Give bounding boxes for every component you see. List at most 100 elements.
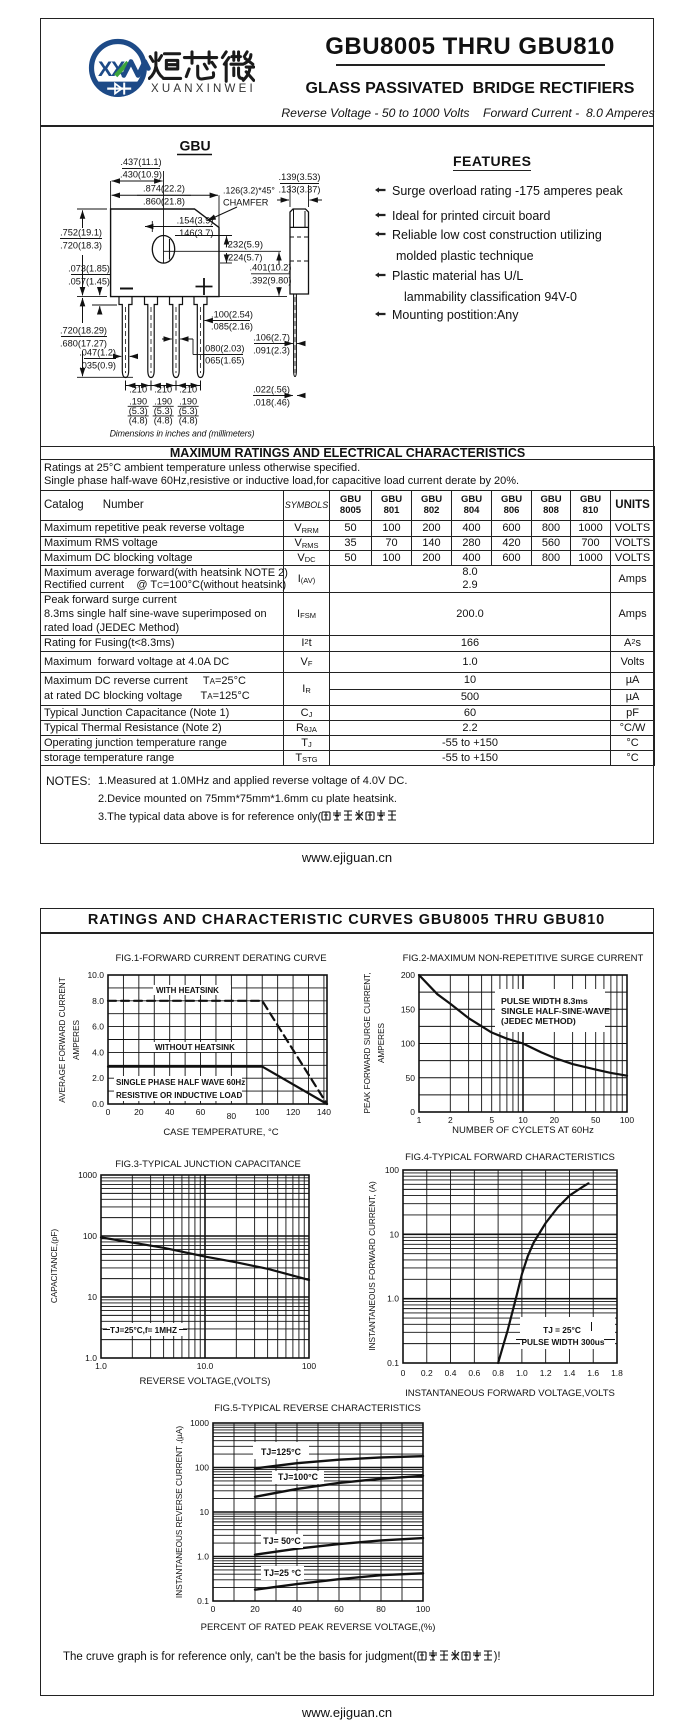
svg-text:10.0: 10.0 (197, 1361, 214, 1371)
svg-text:AMPERES: AMPERES (72, 1019, 81, 1060)
svg-text:Dimensions in inches and (mill: Dimensions in inches and (millimeters) (110, 429, 255, 439)
svg-text:(JEDEC METHOD): (JEDEC METHOD) (501, 1016, 576, 1026)
svg-text:100: 100 (255, 1107, 269, 1117)
svg-text:.680(17.27): .680(17.27) (60, 339, 107, 349)
svg-text:100: 100 (83, 1231, 97, 1241)
svg-text:100: 100 (416, 1604, 430, 1614)
svg-text:40: 40 (165, 1107, 175, 1117)
svg-text:80: 80 (376, 1604, 386, 1614)
svg-text:.091(2.3): .091(2.3) (253, 346, 290, 356)
svg-text:.190: .190 (179, 396, 197, 406)
svg-text:150: 150 (401, 1004, 415, 1014)
svg-text:0: 0 (401, 1368, 406, 1378)
svg-text:140: 140 (317, 1107, 331, 1117)
svg-text:5: 5 (489, 1115, 494, 1125)
svg-text:.437(11.1): .437(11.1) (120, 157, 161, 167)
svg-text:50: 50 (406, 1073, 416, 1083)
svg-text:1.8: 1.8 (611, 1368, 623, 1378)
svg-text:.430(10.9): .430(10.9) (120, 170, 162, 180)
svg-text:100: 100 (620, 1115, 634, 1125)
svg-text:6.0: 6.0 (92, 1022, 104, 1032)
svg-text:.720(18.3): .720(18.3) (60, 241, 102, 251)
svg-text:.022(.56): .022(.56) (253, 385, 290, 395)
svg-text:.100(2.54): .100(2.54) (211, 310, 253, 320)
svg-text:FIG.2-MAXIMUM NON-REPETITIVE: FIG.2-MAXIMUM NON-REPETITIVE SURGE CURRE… (403, 953, 644, 964)
svg-text:1.4: 1.4 (564, 1368, 576, 1378)
svg-text:1.0: 1.0 (387, 1294, 399, 1304)
svg-text:INSTANTANEOUS FORWARD VOLTAGE,: INSTANTANEOUS FORWARD VOLTAGE,VOLTS (405, 1388, 615, 1399)
svg-text:(4.8): (4.8) (129, 416, 148, 426)
svg-text:.065(1.65): .065(1.65) (203, 356, 245, 366)
svg-text:10: 10 (390, 1229, 400, 1239)
svg-text:80: 80 (227, 1111, 237, 1121)
svg-text:0: 0 (410, 1107, 415, 1117)
svg-text:PERCENT OF RATED PEAK REVERSE: PERCENT OF RATED PEAK REVERSE VOLTAGE,(%… (201, 1622, 436, 1633)
svg-text:(5.3): (5.3) (154, 406, 173, 416)
svg-text:TJ=25°C,f= 1MHZ: TJ=25°C,f= 1MHZ (110, 1326, 177, 1335)
svg-text:.057(1.45): .057(1.45) (68, 277, 110, 287)
svg-text:20: 20 (134, 1107, 144, 1117)
svg-text:1.0: 1.0 (516, 1368, 528, 1378)
svg-text:10: 10 (200, 1507, 210, 1517)
svg-text:60: 60 (334, 1604, 344, 1614)
svg-text:INSTANTANEOUS FORWARD CURRENT,: INSTANTANEOUS FORWARD CURRENT, (A) (368, 1181, 377, 1351)
svg-text:.232(5.9): .232(5.9) (225, 240, 263, 251)
svg-text:WITH HEATSINK: WITH HEATSINK (156, 986, 219, 995)
svg-text:8.0: 8.0 (92, 996, 104, 1006)
svg-text:(5.3): (5.3) (179, 406, 198, 416)
svg-text:100: 100 (385, 1165, 399, 1175)
svg-text:.035(0.9): .035(0.9) (79, 361, 116, 371)
svg-text:0.6: 0.6 (468, 1368, 480, 1378)
svg-text:.874(22.2): .874(22.2) (143, 184, 185, 194)
svg-text:CHAMFER: CHAMFER (223, 198, 269, 208)
svg-text:.210: .210 (179, 385, 197, 395)
svg-text:100: 100 (302, 1361, 316, 1371)
svg-text:100: 100 (195, 1463, 209, 1473)
svg-text:1: 1 (417, 1115, 422, 1125)
svg-text:.401(10.2): .401(10.2) (250, 263, 292, 273)
svg-text:20: 20 (250, 1604, 260, 1614)
svg-text:.190: .190 (129, 396, 147, 406)
svg-text:(4.8): (4.8) (154, 416, 173, 426)
svg-text:INSTANTANEOUS REVERSE CURRENT: INSTANTANEOUS REVERSE CURRENT ,(µA) (175, 1426, 184, 1598)
svg-text:10: 10 (518, 1115, 528, 1125)
svg-text:1.6: 1.6 (587, 1368, 599, 1378)
svg-text:FIG.1-FORWARD CURRENT DERATING: FIG.1-FORWARD CURRENT DERATING CURVE (115, 953, 326, 964)
svg-text:.133(3.37): .133(3.37) (279, 185, 321, 195)
svg-text:120: 120 (286, 1107, 300, 1117)
svg-text:0.8: 0.8 (492, 1368, 504, 1378)
svg-text:1000: 1000 (78, 1170, 97, 1180)
svg-text:.752(19.1): .752(19.1) (60, 228, 102, 238)
svg-text:REVERSE VOLTAGE,(VOLTS): REVERSE VOLTAGE,(VOLTS) (140, 1376, 271, 1387)
svg-text:FIG.3-TYPICAL JUNCTION CAPACIT: FIG.3-TYPICAL JUNCTION CAPACITANCE (115, 1159, 301, 1170)
svg-text:.080(2.03): .080(2.03) (203, 344, 245, 354)
svg-text:FIG.4-TYPICAL FORWARD CHARACTE: FIG.4-TYPICAL FORWARD CHARACTERISTICS (405, 1152, 615, 1163)
svg-text:0.0: 0.0 (92, 1099, 104, 1109)
svg-text:1.0: 1.0 (95, 1361, 107, 1371)
svg-text:200: 200 (401, 970, 415, 980)
svg-text:CAPACITANCE,(pF): CAPACITANCE,(pF) (50, 1229, 59, 1304)
svg-text:0: 0 (211, 1604, 216, 1614)
svg-text:NUMBER OF CYCLETS AT 60Hz: NUMBER OF CYCLETS AT 60Hz (452, 1125, 594, 1136)
svg-text:.073(1.85): .073(1.85) (68, 264, 110, 274)
svg-text:CASE TEMPERATURE, °C: CASE TEMPERATURE, °C (163, 1127, 278, 1138)
svg-text:TJ=125°C: TJ=125°C (261, 1447, 302, 1457)
svg-text:60: 60 (196, 1107, 206, 1117)
svg-text:1.0: 1.0 (85, 1353, 97, 1363)
svg-text:(4.8): (4.8) (179, 416, 198, 426)
svg-text:SINGLE PHASE HALF WAVE 60Hz: SINGLE PHASE HALF WAVE 60Hz (116, 1078, 245, 1087)
svg-text:AMPERES: AMPERES (377, 1022, 386, 1063)
svg-text:.018(.46): .018(.46) (253, 398, 290, 408)
svg-text:1.2: 1.2 (540, 1368, 552, 1378)
svg-text:0.1: 0.1 (387, 1358, 399, 1368)
svg-text:.720(18.29): .720(18.29) (60, 326, 107, 336)
svg-text:10: 10 (88, 1292, 98, 1302)
svg-text:.047(1.2): .047(1.2) (79, 348, 116, 358)
svg-text:0.4: 0.4 (445, 1368, 457, 1378)
svg-text:0: 0 (106, 1107, 111, 1117)
svg-text:.224(5.7): .224(5.7) (226, 253, 263, 263)
svg-text:.210: .210 (129, 385, 147, 395)
svg-text:.154(3.9): .154(3.9) (177, 216, 214, 226)
svg-text:RESISTIVE OR INDUCTIVE LOAD: RESISTIVE OR INDUCTIVE LOAD (116, 1091, 242, 1100)
svg-text:.106(2.7): .106(2.7) (253, 333, 290, 343)
